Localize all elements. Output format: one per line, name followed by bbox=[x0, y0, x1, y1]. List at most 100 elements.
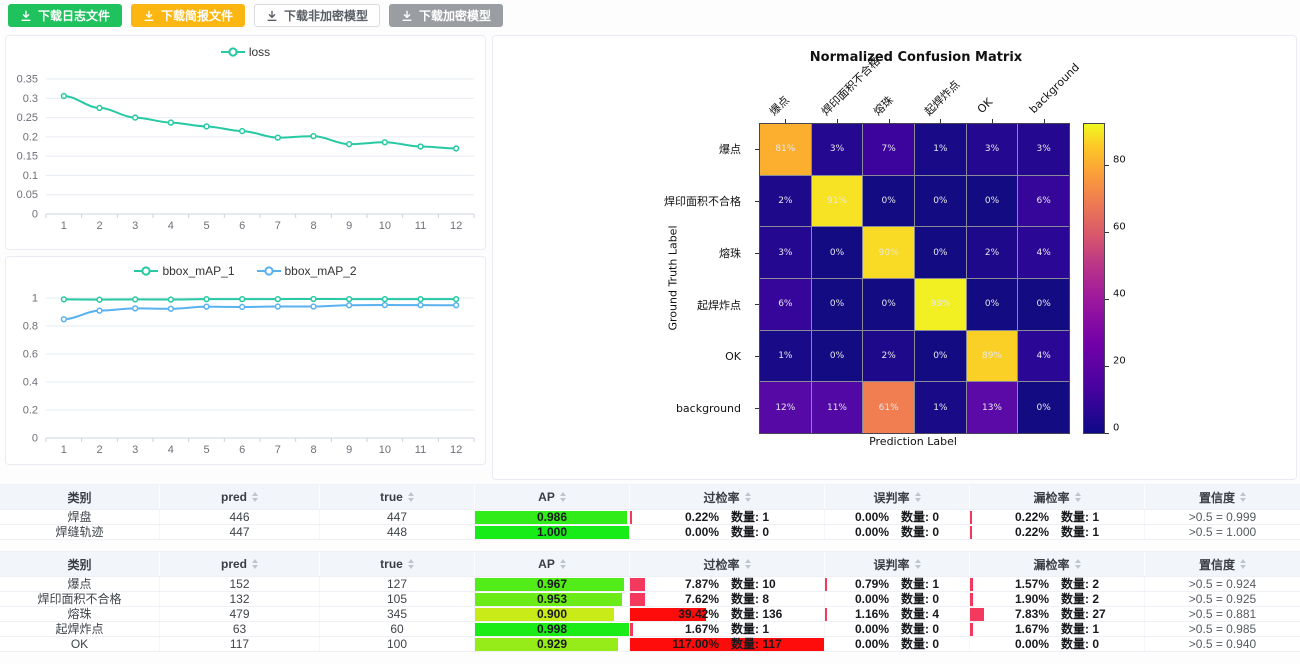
legend-item-bbox_mAP_1[interactable]: bbox_mAP_1 bbox=[134, 264, 235, 278]
svg-text:0.15: 0.15 bbox=[17, 151, 38, 163]
cell-overkill-rate: 7.87% 数量: 10 bbox=[630, 577, 825, 591]
colorbar-tick bbox=[1105, 165, 1109, 167]
matrix-cell: 6% bbox=[1018, 175, 1069, 227]
svg-text:1: 1 bbox=[61, 444, 67, 456]
matrix-cell: 0% bbox=[966, 175, 1018, 227]
column-header-label: 过检率 bbox=[703, 557, 740, 572]
rate-text: 0.00% 数量: 0 bbox=[684, 525, 770, 539]
matrix-column-label: 爆点 bbox=[767, 93, 792, 119]
column-header-过检率[interactable]: 过检率 bbox=[630, 552, 825, 576]
column-header-漏检率[interactable]: 漏检率 bbox=[970, 485, 1145, 509]
column-header-true[interactable]: true bbox=[320, 485, 475, 509]
cell-category: 熔珠 bbox=[0, 607, 160, 621]
sort-caret-icon[interactable] bbox=[1074, 492, 1081, 502]
sort-caret-icon[interactable] bbox=[252, 559, 258, 569]
download-brief-button[interactable]: 下载简报文件 bbox=[131, 4, 246, 27]
column-header-置信度[interactable]: 置信度 bbox=[1145, 485, 1300, 509]
legend-item-loss[interactable]: loss bbox=[220, 45, 270, 59]
colorbar-ticks: 0 20 40 60 80 bbox=[1083, 123, 1143, 434]
column-header-误判率[interactable]: 误判率 bbox=[825, 485, 970, 509]
legend-label: bbox_mAP_2 bbox=[284, 264, 357, 278]
colorbar-tick bbox=[1105, 299, 1109, 301]
cell-overkill-rate: 0.22% 数量: 1 bbox=[630, 510, 825, 524]
svg-text:0.25: 0.25 bbox=[17, 112, 38, 124]
matrix-cell: 90% bbox=[863, 227, 914, 278]
column-header-AP[interactable]: AP bbox=[475, 552, 630, 576]
matrix-cell: 0% bbox=[863, 279, 914, 330]
sort-caret-icon[interactable] bbox=[744, 492, 751, 502]
legend-marker-icon bbox=[220, 47, 245, 57]
cell-pred: 63 bbox=[160, 622, 320, 636]
rate-bar bbox=[970, 525, 972, 539]
matrix-column-label: background bbox=[1026, 60, 1083, 116]
column-header-AP[interactable]: AP bbox=[475, 485, 630, 509]
column-header-置信度[interactable]: 置信度 bbox=[1145, 552, 1300, 576]
sort-caret-icon[interactable] bbox=[1240, 559, 1246, 569]
axis-tick bbox=[1044, 119, 1046, 123]
colorbar-tick-label: 60 bbox=[1113, 221, 1126, 233]
rate-text: 117.00% 数量: 117 bbox=[672, 637, 782, 651]
matrix-row-label: 熔珠 bbox=[719, 246, 741, 260]
download-icon bbox=[144, 10, 154, 21]
svg-text:0.6: 0.6 bbox=[23, 349, 38, 361]
ap-value: 0.900 bbox=[536, 607, 568, 621]
table-header-row: 类别 pred true AP 过检率 误判率 漏检率 置信度 bbox=[0, 484, 1300, 510]
defect-metrics-table: 类别 pred true AP 过检率 误判率 漏检率 置信度 爆点 152 127 0.967 7.8… bbox=[0, 551, 1300, 652]
legend-marker-icon bbox=[256, 266, 281, 276]
column-header-true[interactable]: true bbox=[320, 552, 475, 576]
cell-misjudge-rate: 0.00% 数量: 0 bbox=[825, 510, 970, 524]
matrix-cell: 1% bbox=[760, 330, 811, 382]
cell-confidence: >0.5 = 0.924 bbox=[1188, 577, 1257, 591]
rate-text: 0.79% 数量: 1 bbox=[854, 577, 940, 591]
cell-miss-rate: 0.22% 数量: 1 bbox=[970, 525, 1145, 539]
cell-miss-rate: 7.83% 数量: 27 bbox=[970, 607, 1145, 621]
sort-caret-icon[interactable] bbox=[914, 492, 921, 502]
sort-caret-icon[interactable] bbox=[559, 492, 566, 502]
svg-text:6: 6 bbox=[239, 444, 245, 456]
cell-miss-rate: 1.90% 数量: 2 bbox=[970, 592, 1145, 606]
svg-text:0.1: 0.1 bbox=[23, 170, 38, 182]
sort-caret-icon[interactable] bbox=[914, 559, 921, 569]
button-label: 下载非加密模型 bbox=[284, 9, 369, 23]
cell-miss-rate: 0.00% 数量: 0 bbox=[970, 637, 1145, 651]
table-row: 爆点 152 127 0.967 7.87% 数量: 10 0.79% 数量: 1 1.57% 数… bbox=[0, 577, 1300, 592]
svg-text:0.2: 0.2 bbox=[23, 405, 38, 417]
column-header-pred[interactable]: pred bbox=[160, 552, 320, 576]
cell-confidence: >0.5 = 0.925 bbox=[1188, 592, 1257, 606]
column-header-漏检率[interactable]: 漏检率 bbox=[970, 552, 1145, 576]
colorbar-tick bbox=[1105, 433, 1109, 434]
column-header-过检率[interactable]: 过检率 bbox=[630, 485, 825, 509]
column-header-label: AP bbox=[538, 557, 555, 571]
colorbar-tick-label: 40 bbox=[1113, 288, 1126, 300]
column-header-pred[interactable]: pred bbox=[160, 485, 320, 509]
cell-category: 起焊炸点 bbox=[0, 622, 160, 636]
cell-category: 焊印面积不合格 bbox=[0, 592, 160, 606]
column-header-label: true bbox=[380, 490, 403, 504]
rate-text: 7.62% 数量: 8 bbox=[684, 592, 770, 606]
sort-caret-icon[interactable] bbox=[252, 492, 258, 502]
sort-caret-icon[interactable] bbox=[407, 492, 414, 502]
download-encrypted-model-button[interactable]: 下载加密模型 bbox=[389, 4, 504, 27]
download-icon bbox=[267, 10, 277, 21]
download-icon bbox=[402, 10, 412, 21]
cell-pred: 479 bbox=[160, 607, 320, 621]
column-header-误判率[interactable]: 误判率 bbox=[825, 552, 970, 576]
sort-caret-icon[interactable] bbox=[559, 559, 566, 569]
cell-pred: 447 bbox=[160, 525, 320, 539]
sort-caret-icon[interactable] bbox=[744, 559, 751, 569]
download-log-button[interactable]: 下载日志文件 bbox=[8, 4, 123, 27]
confusion-matrix-x-axis-label: Prediction Label bbox=[869, 435, 957, 448]
cell-overkill-rate: 7.62% 数量: 8 bbox=[630, 592, 825, 606]
svg-text:8: 8 bbox=[310, 444, 316, 456]
matrix-cell: 0% bbox=[811, 330, 863, 382]
rate-text: 1.57% 数量: 2 bbox=[1014, 577, 1100, 591]
ap-bar bbox=[475, 592, 622, 606]
sort-caret-icon[interactable] bbox=[407, 559, 414, 569]
download-plain-model-button[interactable]: 下载非加密模型 bbox=[254, 4, 381, 27]
axis-tick bbox=[755, 200, 759, 202]
legend-item-bbox_mAP_2[interactable]: bbox_mAP_2 bbox=[256, 264, 357, 278]
sort-caret-icon[interactable] bbox=[1240, 492, 1246, 502]
matrix-cell: 93% bbox=[915, 279, 966, 330]
axis-tick bbox=[940, 119, 942, 123]
sort-caret-icon[interactable] bbox=[1074, 559, 1081, 569]
